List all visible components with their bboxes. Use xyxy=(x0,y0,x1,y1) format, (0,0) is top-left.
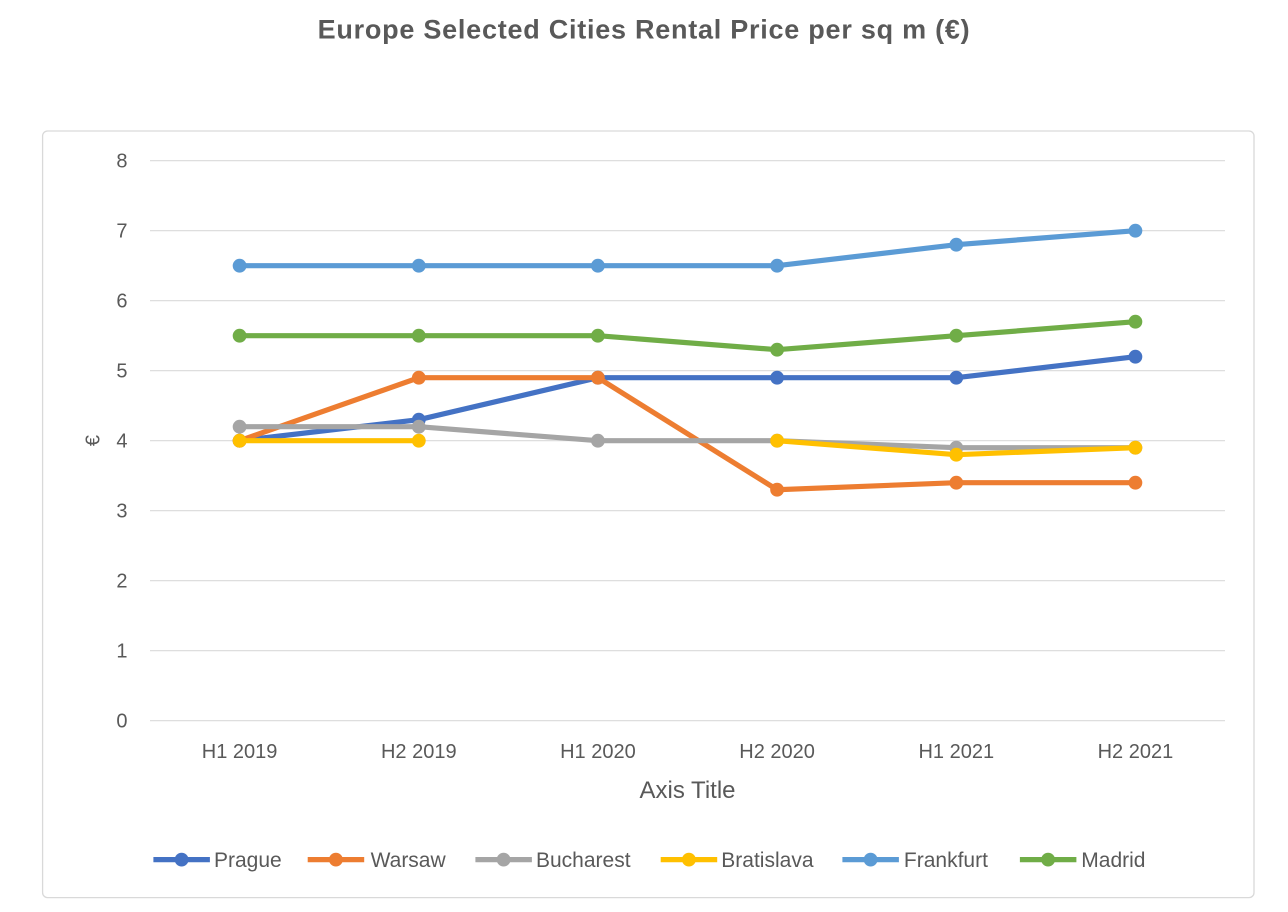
svg-text:Axis Title: Axis Title xyxy=(639,777,735,804)
svg-text:Madrid: Madrid xyxy=(1081,849,1145,872)
svg-text:6: 6 xyxy=(116,291,127,313)
svg-text:€: € xyxy=(83,435,105,446)
svg-text:H1 2019: H1 2019 xyxy=(202,741,278,763)
svg-text:7: 7 xyxy=(116,221,127,243)
svg-text:Europe Selected Cities Rental: Europe Selected Cities Rental Price per … xyxy=(318,15,971,45)
svg-text:H1 2020: H1 2020 xyxy=(560,741,636,763)
svg-text:Prague: Prague xyxy=(214,849,282,872)
svg-text:Bratislava: Bratislava xyxy=(721,849,814,872)
svg-text:4: 4 xyxy=(116,431,127,453)
svg-text:H2 2021: H2 2021 xyxy=(1098,741,1174,763)
svg-text:Frankfurt: Frankfurt xyxy=(904,849,988,872)
svg-text:Bucharest: Bucharest xyxy=(536,849,631,872)
svg-text:3: 3 xyxy=(116,501,127,523)
svg-text:2: 2 xyxy=(116,571,127,593)
svg-text:H2 2020: H2 2020 xyxy=(739,741,815,763)
svg-text:5: 5 xyxy=(116,361,127,383)
svg-text:0: 0 xyxy=(116,711,127,733)
svg-text:Warsaw: Warsaw xyxy=(371,849,447,872)
svg-text:1: 1 xyxy=(116,641,127,663)
svg-text:8: 8 xyxy=(116,151,127,173)
svg-text:H2 2019: H2 2019 xyxy=(381,741,457,763)
svg-text:H1 2021: H1 2021 xyxy=(918,741,994,763)
